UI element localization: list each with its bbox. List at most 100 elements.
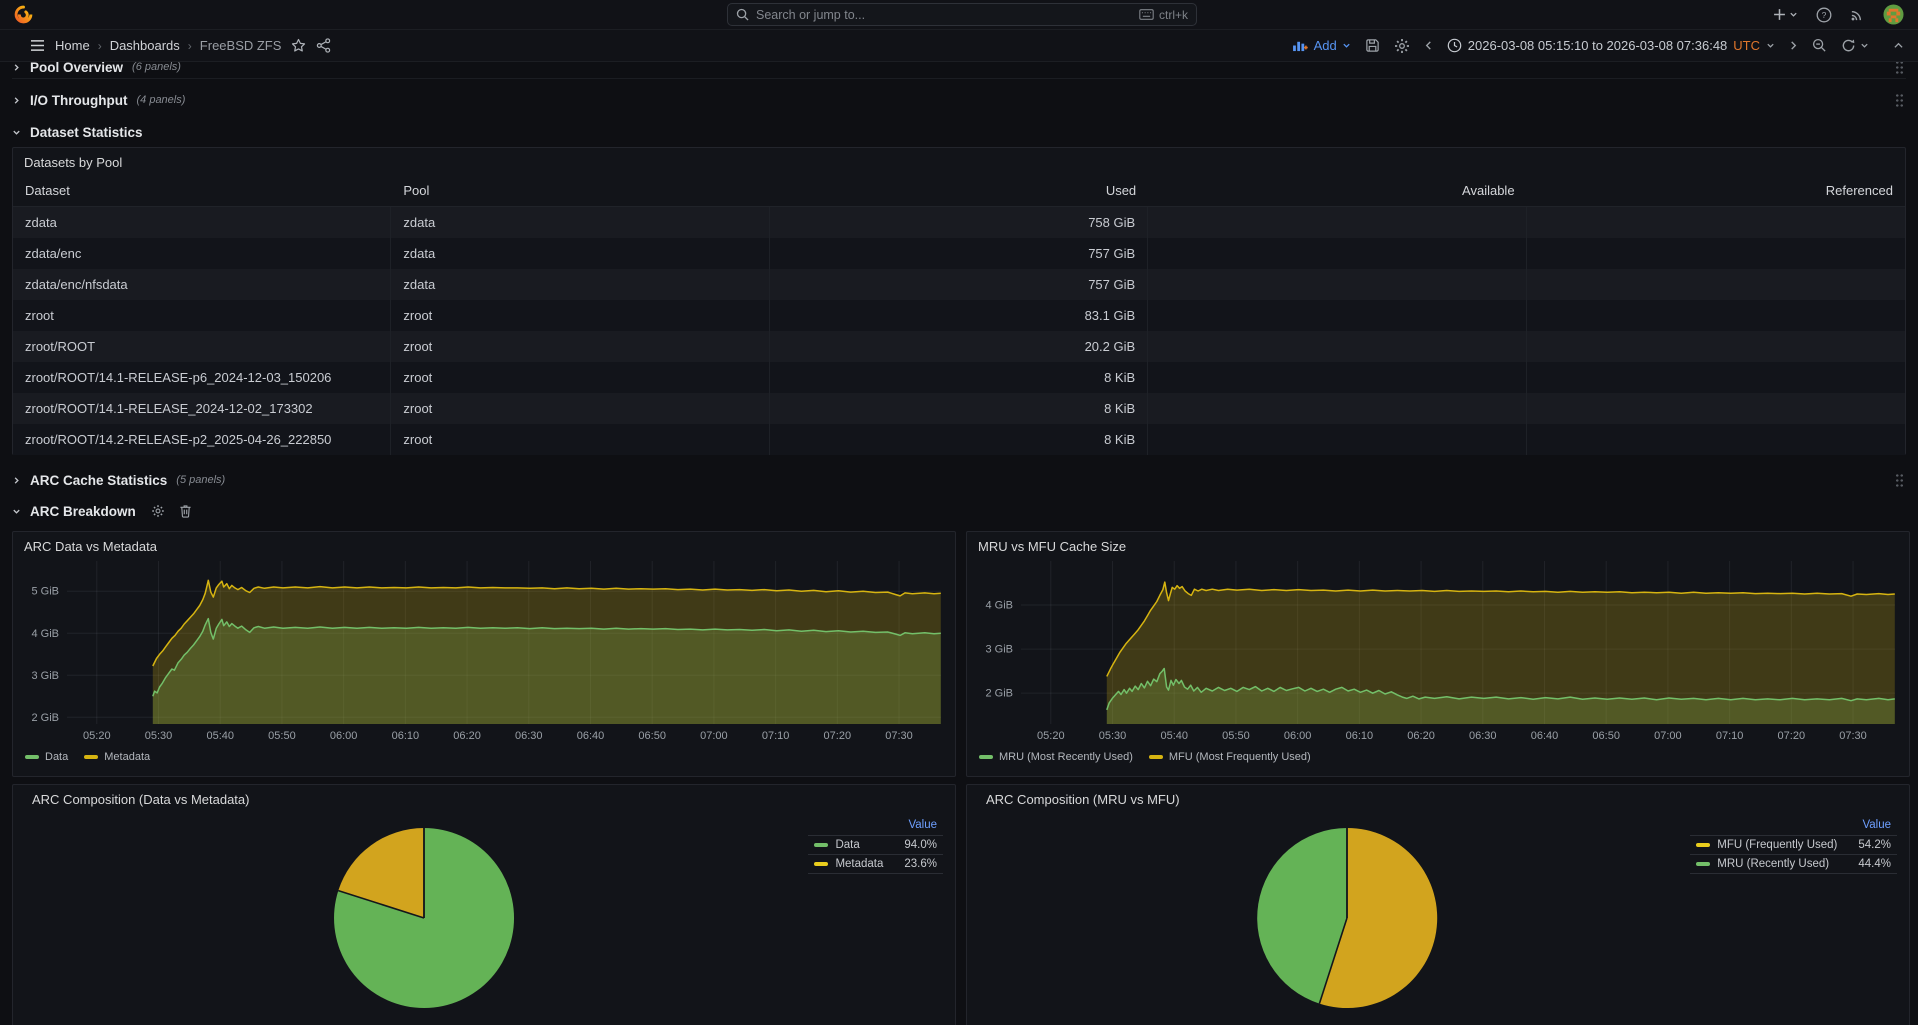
legend-label: MFU (Frequently Used) — [1717, 839, 1837, 851]
time-series-chart[interactable]: 05:2005:3005:4005:5006:0006:1006:2006:30… — [975, 556, 1901, 744]
table-cell: 8 KiB — [770, 393, 1148, 424]
legend-item[interactable]: Metadata23.6% — [808, 854, 943, 874]
menu-icon[interactable] — [30, 39, 45, 52]
row-header-arc-breakdown[interactable]: ARC Breakdown — [12, 498, 1906, 524]
new-button[interactable] — [1773, 8, 1798, 21]
help-icon[interactable]: ? — [1816, 7, 1832, 23]
breadcrumb-home[interactable]: Home — [55, 38, 90, 53]
legend-label: Metadata — [835, 858, 883, 870]
breadcrumb-dashboards[interactable]: Dashboards — [110, 38, 180, 53]
row-header-arc-cache-statistics[interactable]: ARC Cache Statistics (5 panels) — [12, 467, 1906, 493]
svg-text:06:30: 06:30 — [1469, 730, 1497, 742]
legend-item[interactable]: Metadata — [84, 751, 150, 763]
legend-label: Data — [45, 751, 68, 763]
add-panel-button[interactable]: Add — [1292, 38, 1351, 53]
breadcrumb: Home › Dashboards › FreeBSD ZFS — [55, 38, 281, 53]
table-cell: zroot — [391, 331, 769, 362]
grafana-logo[interactable] — [14, 5, 33, 24]
svg-text:05:40: 05:40 — [206, 730, 234, 742]
svg-text:06:10: 06:10 — [1346, 730, 1374, 742]
save-icon[interactable] — [1365, 38, 1380, 53]
legend-item[interactable]: MFU (Frequently Used) 54.2% — [1690, 835, 1897, 854]
table-cell — [1527, 269, 1905, 300]
svg-text:06:50: 06:50 — [1592, 730, 1620, 742]
legend-value: 44.4% — [1844, 858, 1891, 870]
svg-text:05:40: 05:40 — [1160, 730, 1188, 742]
gear-icon[interactable] — [151, 504, 165, 518]
drag-handle[interactable] — [1895, 62, 1904, 75]
legend-item[interactable]: MRU (Most Recently Used) — [979, 751, 1133, 763]
svg-text:5 GiB: 5 GiB — [31, 586, 59, 598]
time-range-picker[interactable]: 2026-03-08 05:15:10 to 2026-03-08 07:36:… — [1447, 38, 1775, 53]
legend-label: MRU (Recently Used) — [1717, 858, 1829, 870]
column-header-dataset[interactable]: Dataset — [13, 183, 391, 198]
legend-item[interactable]: MFU (Most Frequently Used) — [1149, 751, 1311, 763]
time-shift-forward-button[interactable] — [1789, 40, 1798, 51]
dashboard-toolbar: Home › Dashboards › FreeBSD ZFS Add — [0, 30, 1918, 62]
legend-label: Data — [835, 839, 859, 851]
legend-swatch — [1149, 755, 1163, 759]
svg-text:4 GiB: 4 GiB — [31, 628, 59, 640]
legend-item[interactable]: MRU (Recently Used) 44.4% — [1690, 854, 1897, 874]
column-header-used[interactable]: Used — [770, 183, 1148, 198]
svg-text:05:50: 05:50 — [268, 730, 296, 742]
legend-item[interactable]: Data — [25, 751, 68, 763]
legend-value: 54.2% — [1844, 839, 1891, 851]
table-cell: 757 GiB — [770, 269, 1148, 300]
add-visualization-icon — [1292, 39, 1309, 52]
timezone-label: UTC — [1733, 38, 1760, 53]
row-header-pool-overview[interactable]: Pool Overview (6 panels) — [12, 62, 1906, 79]
table-cell: 8 KiB — [770, 424, 1148, 455]
news-icon[interactable] — [1850, 7, 1865, 22]
chevron-down-icon — [12, 507, 21, 516]
column-header-referenced[interactable]: Referenced — [1527, 183, 1905, 198]
table-cell: zdata — [391, 238, 769, 269]
settings-icon[interactable] — [1394, 38, 1410, 54]
table-row: zdata/enc/nfsdatazdata757 GiB — [13, 269, 1905, 300]
table-header-row: DatasetPoolUsedAvailableReferenced — [13, 174, 1905, 207]
svg-text:06:30: 06:30 — [515, 730, 543, 742]
table-row: zroot/ROOTzroot20.2 GiB — [13, 331, 1905, 362]
search-icon — [736, 8, 749, 21]
table-cell: zroot — [13, 300, 391, 331]
time-series-chart[interactable]: 05:2005:3005:4005:5006:0006:1006:2006:30… — [21, 556, 947, 744]
global-search[interactable]: ctrl+k — [727, 3, 1197, 26]
column-header-available[interactable]: Available — [1148, 183, 1526, 198]
dashboard-canvas: Pool Overview (6 panels) I/O Throughput … — [0, 62, 1918, 1025]
svg-text:?: ? — [1822, 10, 1827, 20]
legend-item[interactable]: Data94.0% — [808, 835, 943, 854]
drag-handle[interactable] — [1895, 93, 1904, 108]
panel-arc-composition-mru-mfu: ARC Composition (MRU vs MFU) ValueMFU (F… — [966, 784, 1910, 1025]
zoom-out-icon[interactable] — [1812, 38, 1827, 53]
search-input[interactable] — [756, 8, 1132, 22]
table-cell — [1148, 362, 1526, 393]
svg-text:3 GiB: 3 GiB — [985, 644, 1013, 656]
avatar[interactable] — [1883, 4, 1904, 25]
svg-text:07:30: 07:30 — [1839, 730, 1867, 742]
table-cell — [1527, 393, 1905, 424]
chart-legend: Data Metadata — [21, 749, 947, 765]
top-navigation-bar: ctrl+k ? — [0, 0, 1918, 30]
chevron-down-icon — [1342, 41, 1351, 50]
row-header-io-throughput[interactable]: I/O Throughput (4 panels) — [12, 87, 1906, 113]
row-header-dataset-statistics[interactable]: Dataset Statistics — [12, 119, 1906, 145]
time-shift-back-button[interactable] — [1424, 40, 1433, 51]
refresh-icon[interactable] — [1841, 38, 1869, 53]
collapse-topbar-button[interactable] — [1893, 41, 1904, 50]
panel-title: ARC Data vs Metadata — [21, 532, 947, 556]
svg-text:2 GiB: 2 GiB — [31, 712, 59, 724]
trash-icon[interactable] — [179, 504, 192, 518]
breadcrumb-current: FreeBSD ZFS — [200, 38, 282, 53]
table-cell: zroot/ROOT/14.2-RELEASE-p2_2025-04-26_22… — [13, 424, 391, 455]
svg-text:06:40: 06:40 — [577, 730, 605, 742]
svg-text:06:20: 06:20 — [1407, 730, 1435, 742]
table-cell — [1527, 238, 1905, 269]
drag-handle[interactable] — [1895, 473, 1904, 488]
star-icon[interactable] — [291, 38, 306, 53]
table-cell: 758 GiB — [770, 207, 1148, 238]
share-icon[interactable] — [316, 38, 331, 53]
svg-text:07:20: 07:20 — [824, 730, 852, 742]
column-header-pool[interactable]: Pool — [391, 183, 769, 198]
panel-mru-vs-mfu-cache-size: MRU vs MFU Cache Size 05:2005:3005:4005:… — [966, 531, 1910, 777]
svg-text:07:00: 07:00 — [1654, 730, 1682, 742]
